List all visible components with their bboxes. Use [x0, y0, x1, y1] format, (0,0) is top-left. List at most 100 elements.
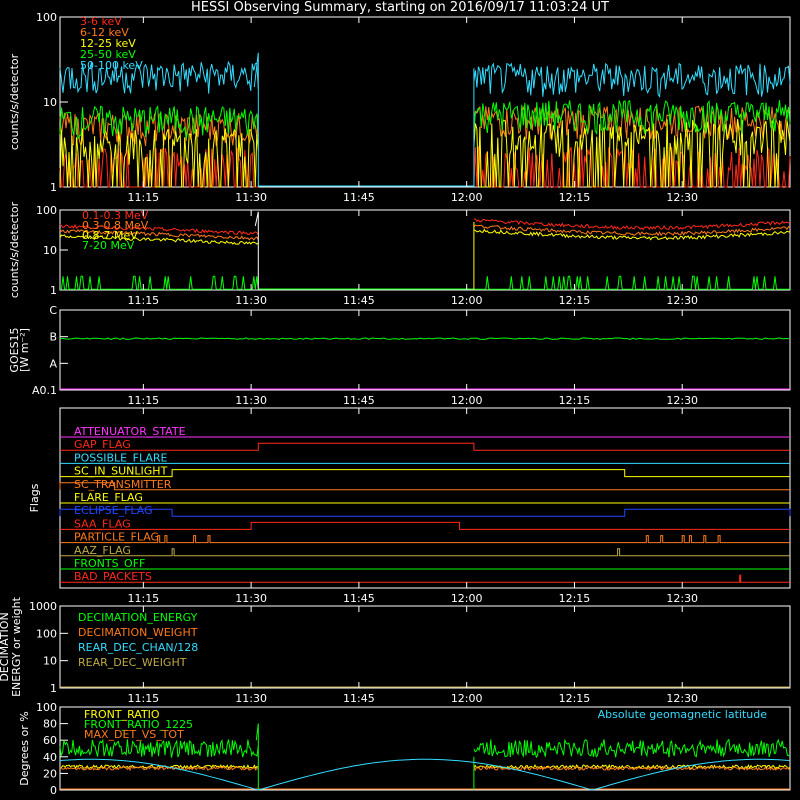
x-tick-label: 12:00	[451, 592, 483, 605]
x-tick-label: 11:15	[127, 294, 159, 307]
x-tick-label: 11:45	[343, 294, 375, 307]
x-tick-label: 11:15	[127, 592, 159, 605]
flag-line	[60, 535, 790, 544]
x-tick-label: 12:00	[451, 394, 483, 407]
series-line-1	[473, 738, 791, 759]
y-axis-label: DECIMATION	[0, 612, 11, 681]
flag-label: FLARE_FLAG	[74, 491, 143, 504]
y-tick-label: 100	[36, 701, 57, 714]
flag-line	[60, 548, 790, 557]
series-line-0	[59, 764, 259, 770]
x-tick-label: 11:15	[127, 191, 159, 204]
legend-entry: 7-20 MeV	[82, 239, 135, 252]
x-tick-label: 12:15	[559, 394, 591, 407]
y-axis-label: counts/s/detector	[8, 53, 21, 150]
panel-high-energy-frame	[59, 209, 791, 291]
legend-entry: 0.8-7 MeV	[82, 229, 138, 242]
y-axis-label: Degrees or %	[18, 711, 31, 785]
series-line-3	[59, 105, 259, 141]
series-line-1	[473, 224, 791, 237]
series-line-2	[473, 765, 791, 772]
y-tick-label: 10	[43, 244, 57, 257]
x-tick-label: 11:15	[127, 692, 159, 705]
y-tick-label: 10	[43, 96, 57, 109]
flag-line	[60, 469, 790, 478]
legend-entry: DECIMATION_WEIGHT	[78, 626, 198, 639]
y-tick-label: A0.1	[32, 384, 57, 397]
flag-label: SAA_FLAG	[74, 517, 131, 530]
legend-entry: 50-100 keV	[80, 59, 143, 72]
legend-entry: 6-12 keV	[80, 26, 129, 39]
flag-line	[59, 508, 791, 517]
series-line-2	[473, 228, 791, 241]
x-tick-label: 11:30	[235, 692, 267, 705]
x-tick-label: 11:15	[127, 394, 159, 407]
y-axis-label: GOES15	[8, 327, 21, 372]
x-tick-label: 12:15	[559, 294, 591, 307]
y-tick-label: 1	[50, 284, 57, 297]
x-tick-label: 12:15	[559, 592, 591, 605]
x-tick-label: 12:15	[559, 191, 591, 204]
series-line-2	[59, 234, 259, 245]
y-tick-label: 100	[36, 204, 57, 217]
y-axis-label: counts/s/detector	[8, 201, 21, 298]
x-tick-label: 11:30	[235, 592, 267, 605]
legend-entry: 0.1-0.3 MeV	[82, 209, 149, 222]
panel-flags-frame	[59, 407, 791, 589]
legend-entry: 25-50 keV	[80, 48, 136, 61]
x-tick-label: 12:00	[451, 294, 483, 307]
y-tick-label: 0	[50, 784, 57, 797]
y-tick-label: 1	[50, 682, 57, 695]
y-axis-unit: [W m⁻²]	[18, 328, 31, 372]
x-tick-label: 12:30	[666, 394, 698, 407]
series-line-1	[59, 229, 259, 241]
goes-flux-line	[59, 337, 790, 340]
legend-entry: 3-6 keV	[80, 15, 122, 28]
x-tick-label: 12:30	[666, 294, 698, 307]
x-tick-label: 11:30	[235, 191, 267, 204]
geomagnetic-latitude-line	[59, 758, 790, 791]
series-spike	[255, 723, 259, 790]
x-tick-label: 11:45	[343, 191, 375, 204]
annotation-geomagnetic-latitude: Absolute geomagnetic latitude	[598, 708, 768, 721]
flag-label: ATTENUATOR_STATE	[74, 425, 186, 438]
x-tick-label: 12:30	[666, 191, 698, 204]
y-tick-label: C	[49, 304, 57, 317]
flag-label: AAZ_FLAG	[74, 544, 131, 557]
y-tick-label: 80	[43, 718, 57, 731]
y-tick-label: A	[49, 357, 57, 370]
series-spike	[253, 52, 259, 187]
legend-entry: FRONT_RATIO	[84, 708, 160, 721]
y-tick-label: 40	[43, 751, 57, 764]
series-line-3	[60, 275, 259, 290]
x-tick-label: 12:15	[559, 692, 591, 705]
series-line-3	[473, 99, 791, 136]
series-line-0	[473, 218, 791, 231]
series-line-1	[59, 738, 259, 758]
x-tick-label: 12:00	[451, 191, 483, 204]
chart-title: HESSI Observing Summary, starting on 201…	[191, 0, 609, 15]
series-line-4	[59, 60, 259, 94]
flag-label: FRONTS_OFF	[74, 557, 145, 570]
y-tick-label: 100	[36, 627, 57, 640]
x-tick-label: 12:00	[451, 692, 483, 705]
flag-label: SC_IN_SUNLIGHT	[74, 465, 168, 478]
y-tick-label: 1000	[29, 600, 57, 613]
series-line-2	[59, 765, 259, 772]
legend-entry: 12-25 keV	[80, 37, 136, 50]
y-tick-label: 100	[36, 11, 57, 24]
legend-entry: REAR_DEC_WEIGHT	[78, 656, 187, 669]
flag-line	[60, 442, 790, 451]
y-axis-label: Flags	[28, 483, 41, 512]
legend-entry: FRONT_RATIO_1225	[84, 718, 193, 731]
x-tick-label: 12:30	[666, 592, 698, 605]
series-line-4	[473, 62, 791, 98]
y-tick-label: 10	[43, 655, 57, 668]
flag-label: SC_TRANSMITTER	[74, 478, 172, 491]
flag-line	[59, 482, 790, 491]
legend-entry: REAR_DEC_CHAN/128	[78, 641, 198, 654]
x-tick-label: 11:45	[343, 394, 375, 407]
series-line-2	[59, 128, 259, 188]
legend-entry: DECIMATION_ENERGY	[78, 611, 198, 624]
